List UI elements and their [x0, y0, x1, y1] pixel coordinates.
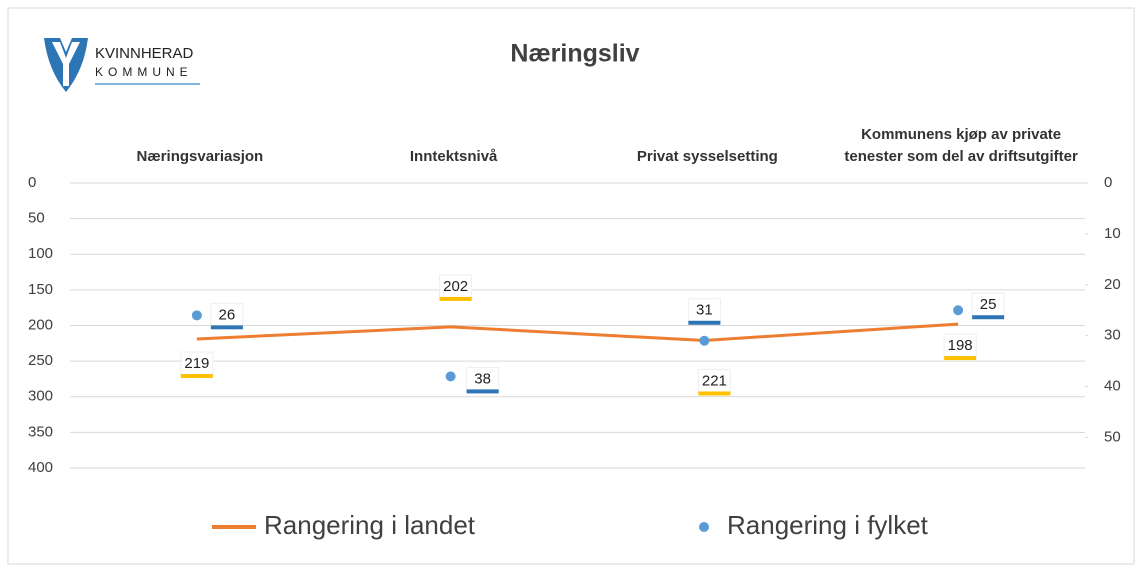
data-label-text: 221 — [702, 372, 727, 389]
legend-label: Rangering i fylket — [727, 510, 929, 540]
data-label: 198 — [943, 333, 977, 361]
logo-text: KOMMUNE — [95, 65, 193, 79]
data-label-box — [971, 292, 1005, 318]
data-label-underline — [439, 296, 472, 301]
chart-title: Næringsliv — [510, 40, 639, 68]
y-tick-label: 100 — [28, 245, 53, 262]
data-label-underline — [466, 389, 499, 394]
data-label-box — [466, 366, 500, 392]
data-label-underline — [972, 315, 1005, 320]
point — [699, 335, 710, 346]
data-label: 221 — [697, 368, 731, 396]
y-tick-label: 50 — [28, 210, 45, 227]
y2-tick-label: 0 — [1104, 174, 1112, 191]
data-label-box — [439, 274, 473, 300]
y-tick-label: 300 — [28, 388, 53, 405]
y2-tick-label: 20 — [1104, 276, 1121, 293]
legend-swatch — [699, 522, 709, 532]
y-tick-label: 200 — [28, 316, 53, 333]
data-label-text: 219 — [184, 355, 209, 372]
data-label: 31 — [687, 298, 721, 325]
data-label-text: 26 — [219, 306, 236, 323]
y-tick-label: 150 — [28, 281, 53, 298]
data-label-text: 198 — [948, 337, 973, 354]
data-label-text: 25 — [980, 296, 997, 313]
x-category-label: Kommunens kjøp av private tenester som d… — [844, 126, 1078, 165]
data-label: 25 — [971, 292, 1005, 320]
x-category-label: Privat sysselsetting — [636, 148, 778, 165]
data-label: 26 — [210, 302, 244, 330]
chart-border — [7, 7, 1135, 565]
data-label-underline — [180, 374, 213, 379]
y2-tick-label: 40 — [1104, 378, 1121, 395]
y-tick-label: 350 — [28, 423, 53, 440]
data-label-text: 202 — [443, 278, 468, 295]
data-label-text: 31 — [696, 302, 713, 319]
data-label-box — [697, 368, 731, 394]
point — [953, 305, 964, 316]
data-label-box — [943, 333, 977, 359]
y-tick-label: 400 — [28, 459, 53, 476]
logo: KVINNHERAD KOMMUNE — [44, 38, 200, 92]
point — [445, 371, 456, 382]
x-category-label: Næringsvariasjon — [136, 148, 264, 165]
data-label-text: 38 — [474, 370, 491, 387]
legend-label: Rangering i landet — [264, 510, 476, 540]
logo-text: KVINNHERAD — [95, 45, 194, 62]
data-label-underline — [688, 320, 721, 325]
data-label: 38 — [466, 366, 500, 394]
data-label-box — [687, 298, 721, 324]
data-label-underline — [698, 391, 731, 396]
y2-tick-label: 30 — [1104, 327, 1121, 344]
data-label-underline — [944, 356, 977, 361]
data-label: 219 — [180, 351, 214, 379]
y-tick-label: 0 — [28, 174, 36, 191]
data-label-box — [180, 351, 214, 377]
line — [196, 322, 959, 342]
point — [191, 310, 202, 321]
y2-tick-label: 50 — [1104, 428, 1121, 445]
y2-tick-label: 10 — [1104, 225, 1121, 242]
data-label: 202 — [439, 274, 473, 301]
x-category-label: Inntektsnivå — [409, 148, 498, 165]
y-tick-label: 250 — [28, 352, 53, 369]
data-label-underline — [210, 325, 243, 330]
data-label-box — [210, 302, 244, 328]
